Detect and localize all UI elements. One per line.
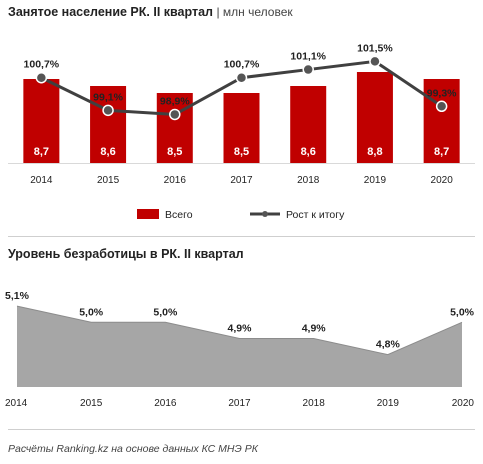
growth-value-label: 98,9% xyxy=(160,95,190,107)
chart1-x-ticks: 2014 2015 2016 2017 2018 2019 2020 xyxy=(8,163,475,186)
bar-2016 xyxy=(156,93,193,163)
growth-value-label: 101,1% xyxy=(290,51,326,63)
bar-value-label: 8,5 xyxy=(167,146,182,158)
unemployment-value-label: 5,0% xyxy=(79,306,104,318)
bar-2015 xyxy=(90,86,127,163)
x-tick-label: 2020 xyxy=(431,175,454,186)
growth-point xyxy=(102,104,114,117)
chart1-title-text: Занятое население РК. II квартал xyxy=(8,5,213,19)
x-tick-label: 2017 xyxy=(230,175,253,186)
unemployment-area xyxy=(17,306,462,387)
bar-2018 xyxy=(290,86,327,163)
bar-2014 xyxy=(23,79,60,163)
unemployment-area-edge xyxy=(16,305,463,356)
x-tick-label: 2019 xyxy=(377,398,400,409)
chart1-unit: | млн человек xyxy=(216,5,293,19)
growth-point xyxy=(369,55,381,68)
chart1-line-series xyxy=(35,55,448,121)
source-note: Расчёты Ranking.kz на основе данных КС М… xyxy=(8,443,258,455)
legend-line-label: Рост к итогу xyxy=(286,209,345,221)
chart1-title: Занятое население РК. II квартал | млн ч… xyxy=(8,5,293,19)
growth-value-label: 99,1% xyxy=(93,91,123,103)
chart1-legend: Всего Рост к итогу xyxy=(137,209,345,221)
x-tick-label: 2015 xyxy=(80,398,103,409)
bar-value-label: 8,7 xyxy=(434,146,449,158)
unemployment-value-label: 4,9% xyxy=(302,322,327,334)
unemployment-value-label: 5,1% xyxy=(5,290,30,302)
growth-point xyxy=(35,71,48,84)
bar-value-label: 8,7 xyxy=(34,146,49,158)
x-tick-label: 2019 xyxy=(364,175,387,186)
chart2-x-ticks: 2014 2015 2016 2017 2018 2019 2020 xyxy=(5,398,474,409)
x-tick-label: 2015 xyxy=(97,175,120,186)
growth-point xyxy=(302,63,314,76)
legend-bars-label: Всего xyxy=(165,209,193,221)
chart1-svg: 8,7 8,6 8,5 8,5 8,6 8,8 8,7 100,7% 99,1% 98,9% 100… xyxy=(8,42,475,221)
chart2-title: Уровень безработицы в РК. II квартал xyxy=(8,247,244,261)
x-tick-label: 2016 xyxy=(154,398,177,409)
x-tick-label: 2014 xyxy=(30,175,53,186)
growth-value-label: 101,5% xyxy=(357,42,393,54)
footer-divider xyxy=(8,429,475,430)
growth-point xyxy=(435,100,448,113)
bar-2019 xyxy=(356,72,393,163)
chart2-svg: 5,1%5,0% 5,0%4,9% 4,9%4,8%5,0% 2014 2015 201… xyxy=(5,290,475,409)
bar-2017 xyxy=(223,93,260,163)
legend-line-marker xyxy=(262,211,268,217)
x-tick-label: 2014 xyxy=(5,398,28,409)
growth-value-label: 100,7% xyxy=(224,59,260,71)
growth-point xyxy=(169,108,181,121)
bar-2020 xyxy=(423,79,460,163)
x-tick-label: 2020 xyxy=(452,398,475,409)
chart1-bars xyxy=(23,72,460,163)
section-divider xyxy=(8,236,475,237)
unemployment-value-label: 5,0% xyxy=(153,306,178,318)
growth-value-label: 100,7% xyxy=(24,59,60,71)
chart1-labels: 8,7 8,6 8,5 8,5 8,6 8,8 8,7 100,7% 99,1% 98,9% 100… xyxy=(24,42,458,158)
unemployment-value-label: 5,0% xyxy=(450,306,475,318)
bar-value-label: 8,5 xyxy=(234,146,249,158)
x-tick-label: 2017 xyxy=(228,398,251,409)
growth-value-label: 99,3% xyxy=(427,87,457,99)
legend-bars-swatch xyxy=(137,209,159,219)
growth-point xyxy=(235,71,248,84)
unemployment-value-label: 4,8% xyxy=(376,339,401,351)
bar-value-label: 8,6 xyxy=(100,146,115,158)
x-tick-label: 2018 xyxy=(297,175,320,186)
unemployment-value-label: 4,9% xyxy=(228,322,253,334)
x-tick-label: 2016 xyxy=(164,175,187,186)
bar-value-label: 8,8 xyxy=(367,146,382,158)
bar-value-label: 8,6 xyxy=(301,146,316,158)
x-tick-label: 2018 xyxy=(303,398,326,409)
chart2-labels: 5,1% 5,0% 5,0% 4,9% 4,9% 4,8% 5,0% xyxy=(5,290,475,351)
chart2-area xyxy=(16,305,463,387)
